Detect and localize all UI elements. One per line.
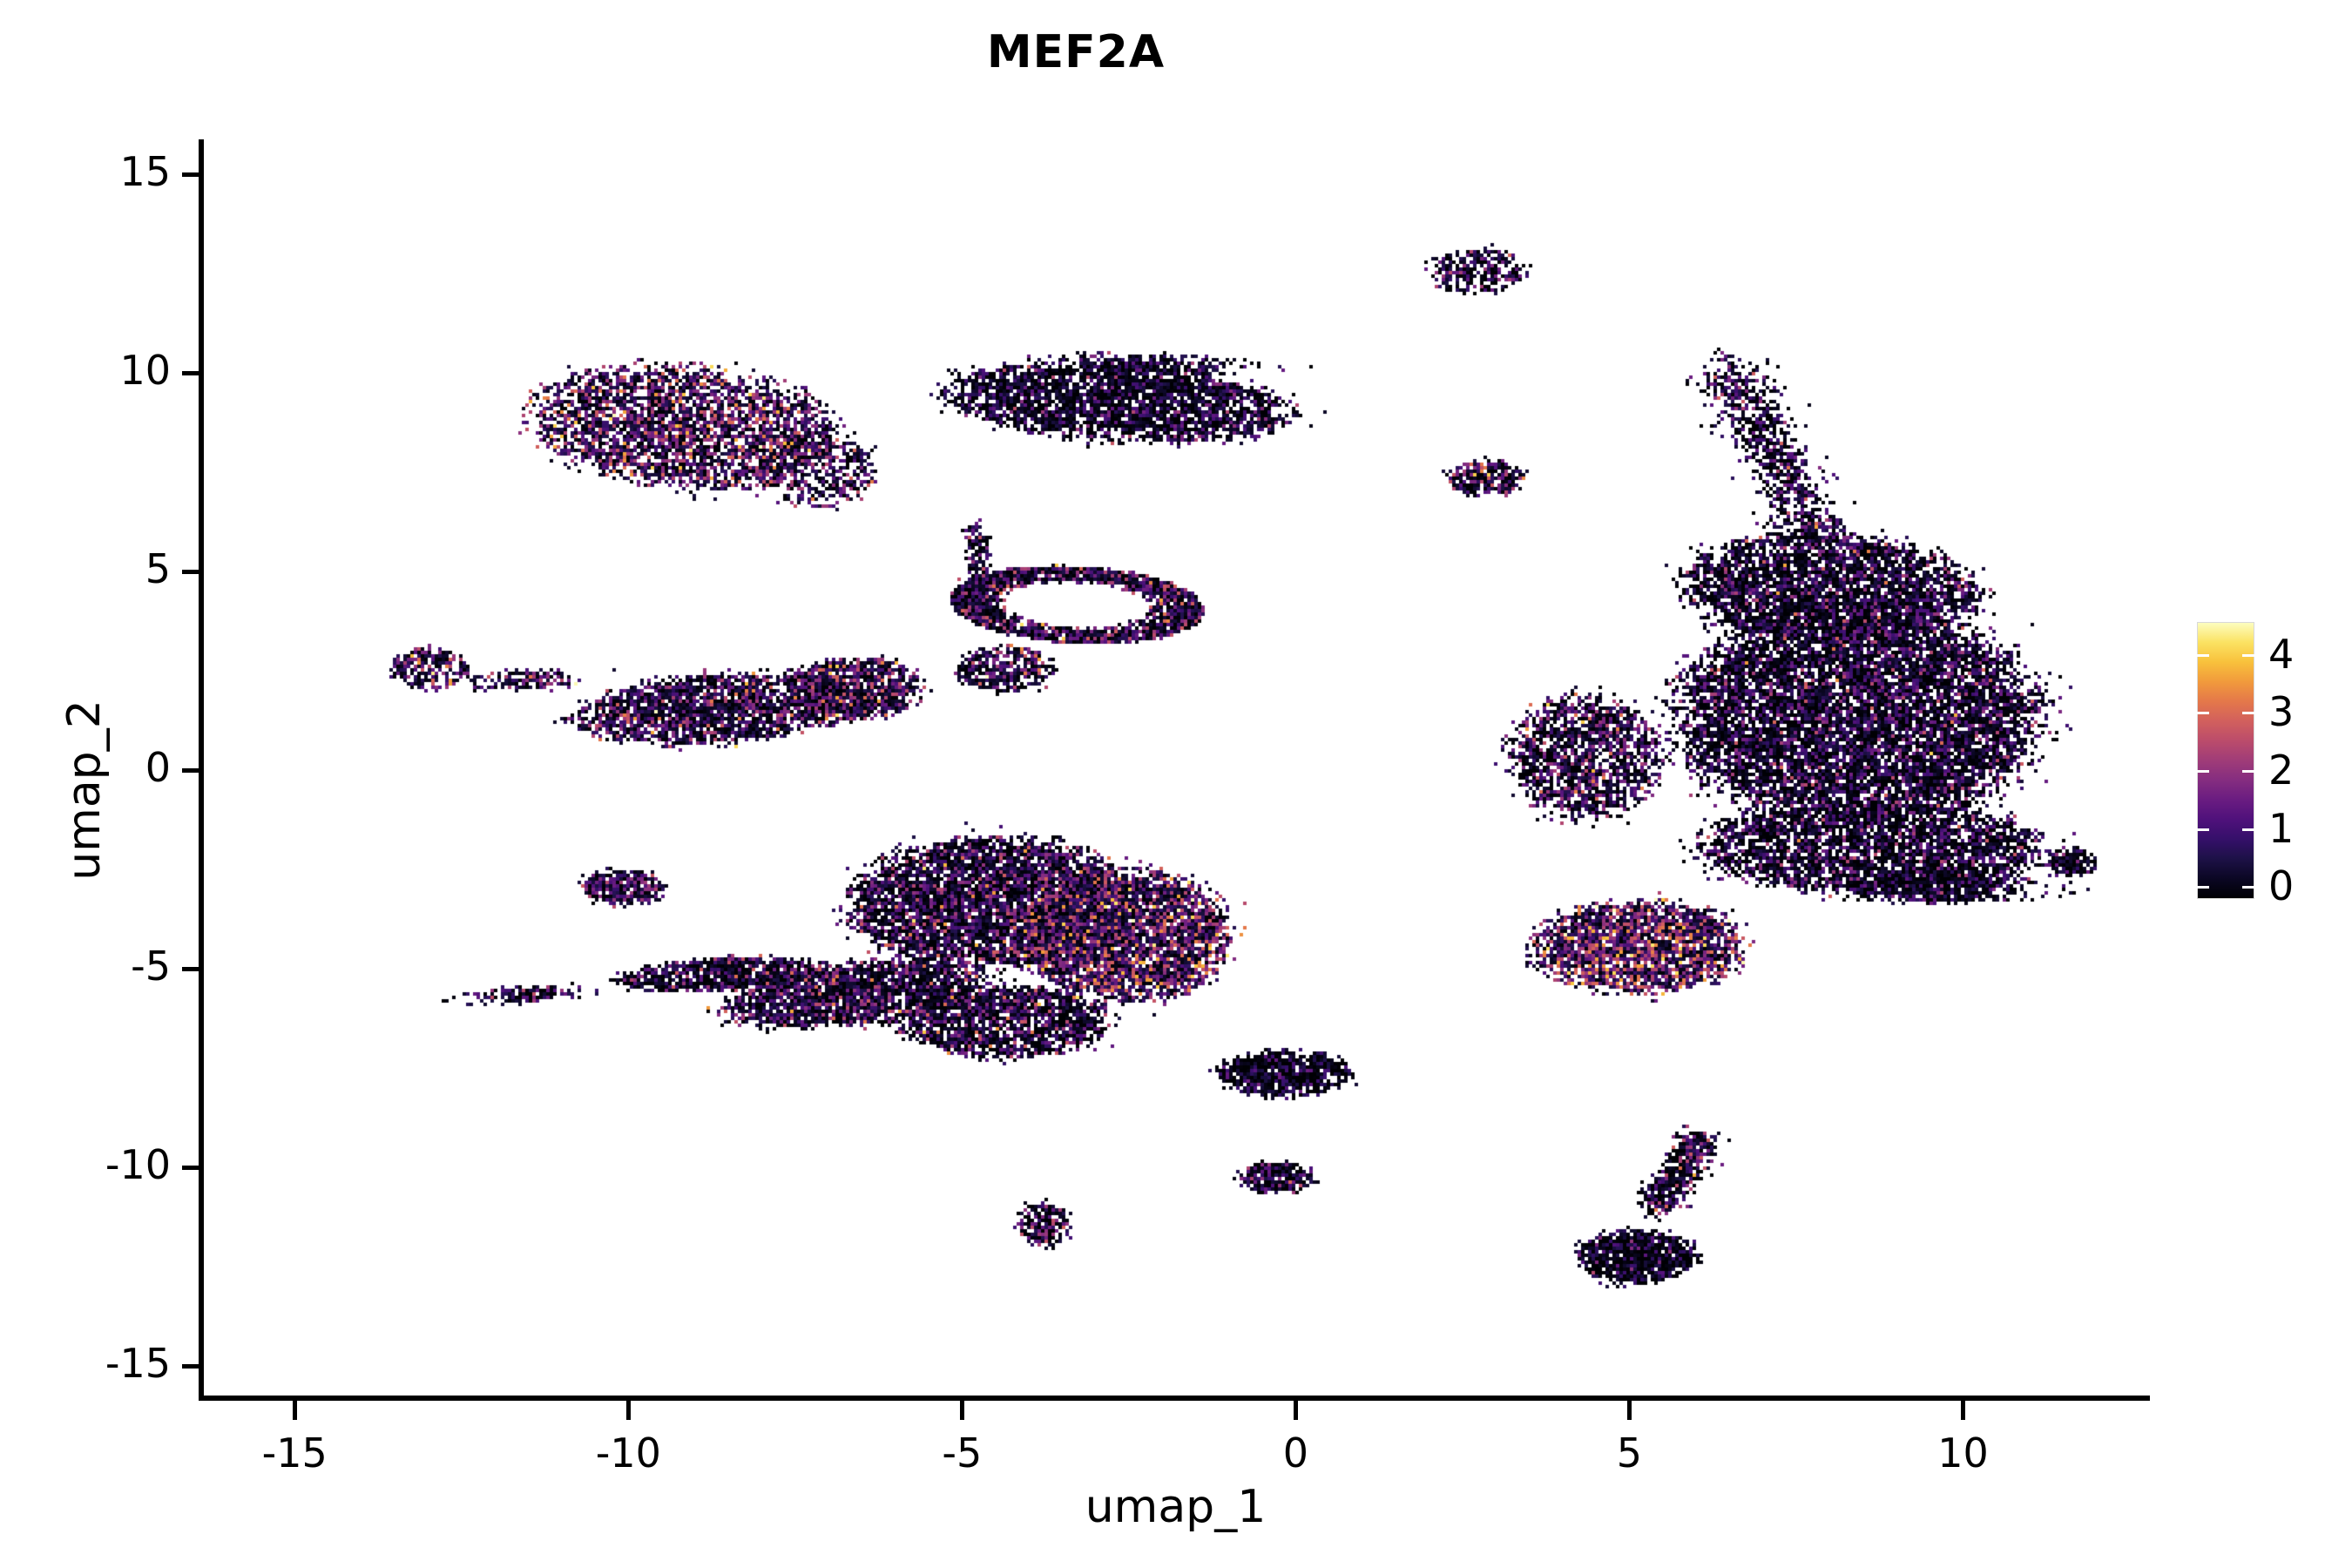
- y-tick-mark: [182, 172, 201, 177]
- x-tick-label: -15: [261, 1429, 328, 1477]
- page-title: MEF2A: [986, 26, 1166, 78]
- x-tick-label: -10: [595, 1429, 661, 1477]
- y-tick-label: 0: [145, 744, 171, 791]
- colorbar[interactable]: [2197, 622, 2254, 899]
- y-tick-label: 5: [145, 544, 171, 592]
- colorbar-tick-mark: [2242, 770, 2254, 773]
- colorbar-tick-mark: [2242, 653, 2254, 657]
- y-tick-mark: [182, 1166, 201, 1171]
- x-tick-mark: [1961, 1401, 1966, 1420]
- x-tick-mark: [1627, 1401, 1632, 1420]
- colorbar-tick-label: 3: [2268, 688, 2295, 736]
- x-tick-label: 0: [1282, 1429, 1309, 1477]
- y-axis-label: umap_2: [58, 700, 111, 881]
- colorbar-tick-mark: [2242, 886, 2254, 889]
- x-tick-label: -5: [942, 1429, 983, 1477]
- colorbar-tick-mark: [2197, 653, 2209, 657]
- colorbar-tick-label: 2: [2268, 747, 2295, 794]
- x-tick-label: 10: [1937, 1429, 1989, 1477]
- y-tick-mark: [182, 370, 201, 375]
- x-tick-mark: [960, 1401, 965, 1420]
- x-axis-label: umap_1: [1085, 1481, 1267, 1533]
- y-tick-mark: [182, 967, 201, 972]
- axis-spine-bottom: [199, 1396, 2150, 1401]
- y-tick-mark: [182, 1364, 201, 1369]
- colorbar-tick-mark: [2197, 828, 2209, 831]
- colorbar-tick-mark: [2197, 770, 2209, 773]
- colorbar-tick-label: 1: [2268, 804, 2295, 852]
- y-tick-mark: [182, 569, 201, 574]
- colorbar-gradient: [2197, 622, 2254, 899]
- colorbar-tick-label: 0: [2268, 862, 2295, 910]
- y-tick-label: -5: [131, 943, 171, 990]
- colorbar-tick-mark: [2197, 712, 2209, 715]
- colorbar-tick-mark: [2197, 886, 2209, 889]
- colorbar-tick-mark: [2242, 828, 2254, 831]
- scatter-canvas[interactable]: [201, 142, 2150, 1398]
- y-tick-mark: [182, 768, 201, 773]
- x-tick-mark: [1294, 1401, 1299, 1420]
- scatter-plot-area[interactable]: [201, 142, 2150, 1398]
- y-tick-label: 10: [119, 346, 171, 394]
- x-tick-mark: [626, 1401, 632, 1420]
- x-tick-mark: [293, 1401, 298, 1420]
- x-tick-label: 5: [1616, 1429, 1643, 1477]
- y-tick-label: 15: [119, 147, 171, 195]
- colorbar-tick-mark: [2242, 712, 2254, 715]
- colorbar-tick-label: 4: [2268, 630, 2295, 678]
- axis-spine-left: [199, 139, 204, 1401]
- y-tick-label: -15: [105, 1340, 171, 1388]
- y-tick-label: -10: [105, 1141, 171, 1189]
